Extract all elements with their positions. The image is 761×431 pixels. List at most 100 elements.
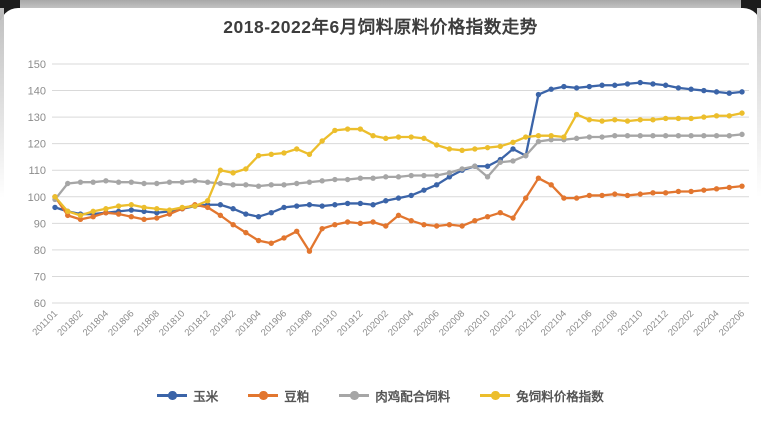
series-marker-corn — [548, 86, 554, 92]
series-marker-rabbit-feed-index — [662, 115, 669, 122]
series-marker-rabbit-feed-index — [459, 147, 465, 154]
series-marker-soybean-meal — [166, 211, 173, 217]
legend-label: 豆粕 — [284, 390, 310, 404]
series-marker-rabbit-feed-index — [548, 133, 554, 139]
series-marker-soybean-meal — [713, 186, 720, 192]
series-marker-broiler-feed — [154, 180, 160, 187]
series-marker-broiler-feed — [523, 152, 529, 159]
series-marker-soybean-meal — [217, 212, 224, 219]
series-marker-broiler-feed — [115, 179, 122, 185]
series-marker-rabbit-feed-index — [523, 134, 529, 140]
series-marker-broiler-feed — [459, 166, 465, 172]
series-marker-soybean-meal — [103, 210, 109, 216]
series-marker-rabbit-feed-index — [472, 146, 478, 152]
x-tick-label: 202102 — [513, 308, 543, 338]
series-marker-corn — [306, 202, 313, 208]
series-marker-rabbit-feed-index — [306, 151, 313, 157]
series-marker-soybean-meal — [739, 183, 745, 189]
series-marker-corn — [344, 200, 351, 207]
series-marker-soybean-meal — [332, 221, 338, 228]
series-marker-rabbit-feed-index — [446, 146, 453, 152]
series-marker-rabbit-feed-index — [726, 113, 732, 119]
series-marker-rabbit-feed-index — [204, 198, 211, 204]
series-marker-corn — [217, 202, 224, 208]
series-marker-broiler-feed — [306, 179, 313, 185]
series-marker-rabbit-feed-index — [192, 203, 198, 209]
series-marker-soybean-meal — [637, 191, 643, 197]
series-marker-corn — [421, 187, 427, 193]
series-marker-soybean-meal — [459, 223, 465, 229]
series-marker-broiler-feed — [599, 134, 605, 140]
series-marker-rabbit-feed-index — [255, 152, 262, 159]
series-marker-rabbit-feed-index — [612, 117, 618, 123]
x-tick-label: 202004 — [386, 308, 416, 338]
y-tick-label: 70 — [34, 271, 46, 283]
right-edge-shadow — [757, 8, 761, 198]
series-marker-rabbit-feed-index — [294, 146, 300, 152]
y-tick-label: 90 — [34, 218, 46, 230]
line-chart-plot-area: 1501401301201101009080706020110120180220… — [28, 59, 749, 339]
series-marker-broiler-feed — [281, 182, 287, 188]
x-tick-label: 202108 — [590, 308, 620, 338]
series-marker-soybean-meal — [421, 221, 427, 228]
series-marker-corn — [662, 82, 669, 88]
series-marker-soybean-meal — [497, 210, 503, 216]
series-marker-soybean-meal — [612, 191, 618, 197]
y-tick-label: 140 — [28, 86, 46, 98]
series-marker-broiler-feed — [294, 180, 300, 187]
y-tick-label: 150 — [28, 59, 46, 71]
series-marker-broiler-feed — [370, 175, 376, 181]
series-marker-rabbit-feed-index — [332, 127, 338, 134]
x-tick-label: 201808 — [132, 308, 162, 338]
series-marker-broiler-feed — [128, 179, 135, 185]
series-marker-rabbit-feed-index — [281, 150, 287, 156]
series-marker-soybean-meal — [383, 223, 389, 229]
x-tick-label: 202006 — [412, 308, 442, 338]
series-marker-soybean-meal — [701, 187, 707, 193]
series-marker-soybean-meal — [370, 219, 376, 225]
x-tick-label: 201812 — [183, 308, 213, 338]
series-marker-rabbit-feed-index — [484, 144, 491, 151]
series-marker-broiler-feed — [332, 176, 338, 183]
series-marker-rabbit-feed-index — [166, 207, 173, 213]
series-marker-broiler-feed — [675, 133, 682, 139]
series-marker-soybean-meal — [408, 217, 414, 224]
series-marker-soybean-meal — [268, 240, 274, 246]
series-marker-broiler-feed — [230, 182, 236, 188]
series-marker-corn — [739, 89, 745, 95]
series-marker-broiler-feed — [433, 172, 440, 179]
series-marker-soybean-meal — [650, 190, 656, 196]
series-marker-corn — [433, 182, 440, 188]
series-marker-broiler-feed — [90, 179, 96, 185]
series-marker-broiler-feed — [65, 180, 71, 187]
series-marker-rabbit-feed-index — [230, 170, 236, 176]
series-marker-broiler-feed — [688, 133, 694, 139]
x-tick-label: 202106 — [564, 308, 594, 338]
x-tick-label: 201908 — [284, 308, 314, 338]
x-tick-label: 201802 — [55, 308, 85, 338]
x-tick-label: 202002 — [361, 308, 391, 338]
series-marker-corn — [408, 192, 414, 199]
x-tick-label: 201904 — [233, 308, 263, 338]
series-marker-broiler-feed — [395, 174, 402, 180]
series-marker-broiler-feed — [573, 135, 580, 142]
series-marker-corn — [357, 200, 364, 207]
series-marker-broiler-feed — [484, 174, 491, 180]
series-marker-corn — [230, 206, 236, 212]
series-marker-broiler-feed — [624, 133, 631, 139]
series-marker-soybean-meal — [77, 216, 84, 223]
series-marker-rabbit-feed-index — [739, 110, 745, 116]
left-edge-shadow — [0, 8, 4, 198]
series-marker-soybean-meal — [65, 212, 71, 219]
series-marker-broiler-feed — [383, 174, 389, 180]
series-marker-broiler-feed — [192, 178, 198, 184]
series-marker-rabbit-feed-index — [573, 111, 580, 118]
x-tick-label: 202010 — [462, 308, 492, 338]
series-marker-broiler-feed — [472, 163, 478, 169]
series-marker-broiler-feed — [166, 179, 173, 185]
series-marker-rabbit-feed-index — [433, 142, 440, 148]
series-marker-corn — [701, 87, 707, 94]
legend-marker-corn — [157, 391, 188, 401]
x-tick-label: 201906 — [259, 308, 289, 338]
x-tick-label: 202206 — [717, 308, 747, 338]
